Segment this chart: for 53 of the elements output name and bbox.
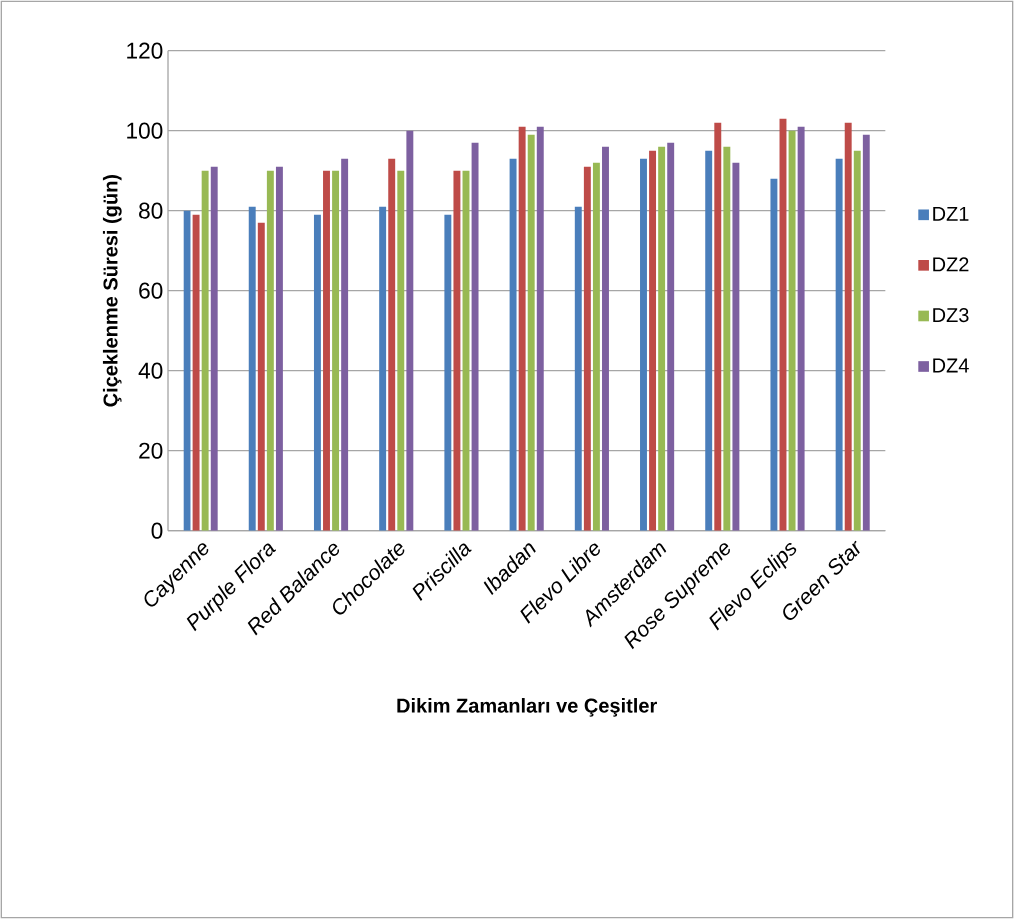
bar xyxy=(275,166,283,531)
bar xyxy=(844,122,852,531)
legend-label: DZ3 xyxy=(933,307,969,323)
y-tick-label: 100 xyxy=(127,122,163,139)
bar xyxy=(266,170,274,531)
legend-label: DZ4 xyxy=(933,358,969,373)
bar xyxy=(518,126,526,531)
bar xyxy=(444,214,452,531)
bar xyxy=(527,134,535,531)
bar xyxy=(406,130,414,531)
bar xyxy=(705,150,713,531)
bar xyxy=(797,126,805,531)
bar xyxy=(257,222,265,531)
bar xyxy=(248,206,256,531)
bar xyxy=(732,162,740,531)
bar xyxy=(574,206,582,531)
x-axis-title: Dikim Zamanları ve Çeşitler xyxy=(397,698,657,717)
bar xyxy=(723,146,731,531)
bar xyxy=(192,214,200,531)
bar xyxy=(201,170,209,531)
bar xyxy=(770,178,778,531)
bar xyxy=(388,158,396,531)
bar xyxy=(853,150,861,531)
bar xyxy=(583,166,591,531)
bar xyxy=(649,150,657,531)
bar xyxy=(453,170,461,531)
bar xyxy=(835,158,843,531)
bar xyxy=(397,170,405,531)
bar xyxy=(602,146,609,531)
y-tick-label: 40 xyxy=(138,362,163,379)
bar xyxy=(471,142,479,531)
bar xyxy=(658,146,666,531)
legend-label: DZ2 xyxy=(933,257,969,272)
y-axis-title: Çiçeklenme Süresi (gün) xyxy=(102,174,122,407)
bar xyxy=(714,122,722,531)
bar xyxy=(592,162,600,531)
bar xyxy=(210,166,218,531)
bar xyxy=(332,170,340,531)
bar xyxy=(788,130,796,531)
bar xyxy=(341,158,349,531)
legend-label: DZ1 xyxy=(933,206,969,221)
bar xyxy=(313,214,321,531)
bar xyxy=(667,142,675,531)
y-tick-label: 120 xyxy=(127,42,163,59)
bar xyxy=(323,170,330,531)
bar xyxy=(509,158,517,531)
bar xyxy=(379,206,387,531)
bar xyxy=(536,126,544,531)
y-tick-label: 0 xyxy=(151,522,163,539)
y-tick-label: 60 xyxy=(139,282,163,299)
y-tick-label: 80 xyxy=(139,202,163,219)
y-tick-label: 20 xyxy=(139,442,163,459)
bar xyxy=(640,158,647,531)
